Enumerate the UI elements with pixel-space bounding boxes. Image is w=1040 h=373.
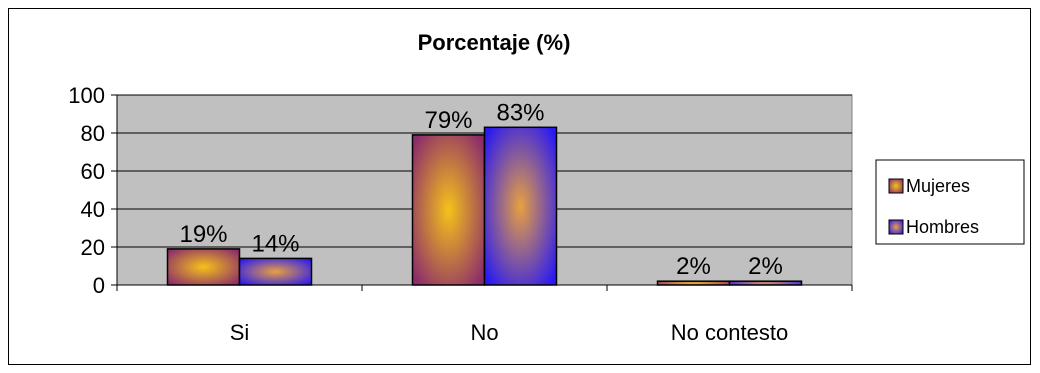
y-axis: 0 20 40 60 80 100 xyxy=(68,83,118,298)
data-labels: 19% 79% 2% 14% 83% 2% xyxy=(179,99,782,280)
data-label-hombres-1: 83% xyxy=(496,99,544,126)
y-tick-label: 0 xyxy=(93,273,105,298)
y-tick-label: 20 xyxy=(81,235,105,260)
legend-swatch-hombres xyxy=(888,219,904,235)
y-tick-label: 80 xyxy=(81,121,105,146)
y-tick-label: 60 xyxy=(81,159,105,184)
y-tick-label: 40 xyxy=(81,197,105,222)
bar-hombres-2 xyxy=(728,280,803,286)
bar-mujeres-2 xyxy=(656,280,731,286)
bar-hombres-1 xyxy=(483,126,558,286)
bar-mujeres-0 xyxy=(166,248,241,286)
data-label-hombres-0: 14% xyxy=(251,230,299,257)
x-axis: Si No No contesto xyxy=(116,284,853,345)
data-label-mujeres-2: 2% xyxy=(676,253,711,280)
x-category-label: Si xyxy=(230,320,250,345)
chart-title: Porcentaje (%) xyxy=(418,30,571,55)
bar-mujeres-1 xyxy=(411,134,486,286)
bar-hombres-0 xyxy=(238,257,313,286)
x-category-label: No xyxy=(470,320,498,345)
bars xyxy=(166,126,803,286)
data-label-mujeres-0: 19% xyxy=(179,221,227,248)
data-label-mujeres-1: 79% xyxy=(424,107,472,134)
legend-swatch-mujeres xyxy=(888,178,904,194)
data-label-hombres-2: 2% xyxy=(748,253,783,280)
y-tick-label: 100 xyxy=(68,83,105,108)
legend-label-mujeres: Mujeres xyxy=(906,176,970,196)
legend-label-hombres: Hombres xyxy=(906,217,979,237)
x-category-label: No contesto xyxy=(671,320,788,345)
legend: Mujeres Hombres xyxy=(875,159,1025,245)
